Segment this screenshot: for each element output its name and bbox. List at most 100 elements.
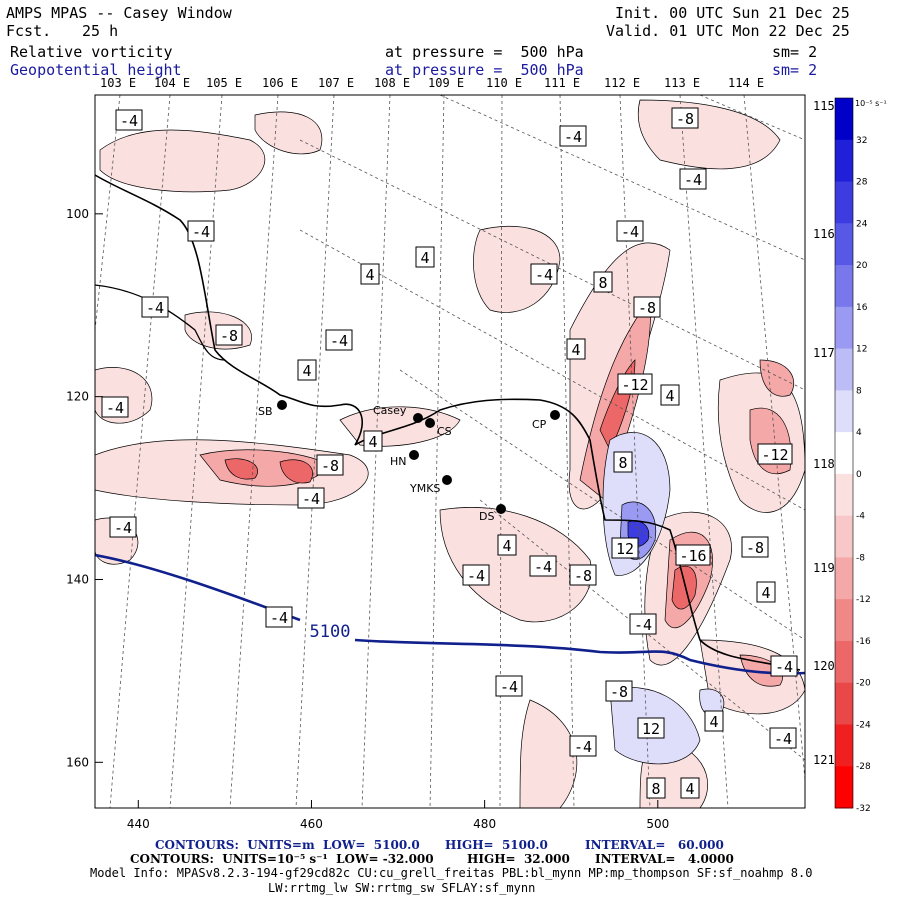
contour-label: -12	[617, 373, 653, 395]
svg-text:-4: -4	[120, 112, 138, 130]
colorbar-swatch	[835, 557, 853, 600]
colorbar-swatch	[835, 432, 853, 475]
colorbar-tick-label: 8	[856, 386, 862, 396]
svg-text:-8: -8	[676, 110, 694, 128]
meridian-line	[109, 95, 171, 808]
lon-label: 107 E	[318, 76, 355, 90]
meridian-line	[559, 95, 575, 808]
parallel-line	[699, 95, 805, 141]
field1-name: Relative vorticity	[10, 43, 173, 61]
svg-text:-4: -4	[270, 609, 288, 627]
svg-text:-8: -8	[638, 299, 656, 317]
contour-label: -4	[529, 555, 557, 577]
lon-label: 113 E	[664, 76, 701, 90]
colorbar-swatch	[835, 98, 853, 141]
colorbar-swatch	[835, 724, 853, 767]
svg-text:12: 12	[642, 720, 660, 738]
colorbar-tick-label: 16	[856, 303, 868, 313]
svg-text:-8: -8	[220, 327, 238, 345]
field2-smoothing: sm= 2	[772, 61, 818, 79]
contour-label: -4	[569, 735, 597, 757]
svg-text:-4: -4	[467, 567, 485, 585]
station-label: DS	[479, 510, 494, 523]
colorbar: 32 28 24 20 16 12 8 4 0 -4 -8 -12 -16 -20 -24 -28 -32	[834, 97, 871, 814]
colorbar-swatch	[835, 348, 853, 391]
x-tick-label: 500	[646, 817, 669, 831]
colorbar-tick-label: -16	[856, 637, 871, 647]
contour-label: -16	[675, 544, 711, 566]
colorbar-tick-label: 24	[856, 219, 868, 229]
contour-label: 8	[593, 271, 613, 293]
contour-label: 4	[497, 534, 517, 556]
svg-text:-4: -4	[106, 399, 124, 417]
svg-text:-8: -8	[610, 683, 628, 701]
lon-label: 106 E	[262, 76, 299, 90]
contour-label: 8	[646, 777, 666, 799]
svg-text:-4: -4	[621, 223, 639, 241]
svg-text:-12: -12	[761, 446, 788, 464]
x-axis: 440 460 480 500	[127, 800, 669, 831]
svg-text:4: 4	[665, 387, 674, 405]
svg-text:-4: -4	[534, 558, 552, 576]
vort-region	[759, 359, 795, 397]
station-marker	[496, 504, 506, 514]
vort-region	[99, 129, 266, 193]
svg-text:-4: -4	[302, 490, 320, 508]
vort-region	[439, 507, 592, 623]
svg-text:-4: -4	[774, 730, 792, 748]
lon-label: 109 E	[428, 76, 465, 90]
contour-label: -4	[325, 329, 353, 351]
contour-label: 4	[704, 710, 724, 732]
colorbar-swatch	[835, 139, 853, 183]
colorbar-tick-label: -20	[856, 679, 871, 689]
contour-label: -4	[629, 613, 657, 635]
parallel-line	[299, 139, 805, 391]
colorbar-tick-label: -32	[856, 804, 871, 814]
svg-text:-8: -8	[746, 539, 764, 557]
colorbar-swatch	[835, 640, 853, 684]
contour-label: -4	[616, 220, 644, 242]
plot-frame	[94, 94, 806, 809]
colorbar-tick-label: 28	[856, 178, 868, 188]
colorbar-tick-label: -8	[856, 553, 865, 563]
colorbar-tick-label: 32	[856, 136, 867, 146]
field2-name: Geopotential height	[10, 61, 182, 79]
svg-text:4: 4	[365, 266, 374, 284]
station-label: CS	[437, 425, 452, 438]
lon-label: 104 E	[154, 76, 191, 90]
vorticity-contour-high: HIGH= 32.000	[467, 852, 570, 866]
station-label: SB	[258, 405, 273, 418]
colorbar-swatch	[835, 599, 853, 642]
station-label: HN	[390, 455, 407, 468]
model-title: AMPS MPAS -- Casey Window	[6, 4, 232, 22]
contour-label: -4	[679, 168, 707, 190]
y-tick-label: 100	[66, 207, 89, 221]
svg-text:-12: -12	[621, 376, 648, 394]
contour-label: 4	[660, 384, 680, 406]
colorbar-tick-label: 12	[856, 345, 867, 355]
svg-text:-4: -4	[775, 658, 793, 676]
station-label: YMKS	[409, 482, 440, 495]
station-marker	[413, 413, 423, 423]
contour-label: 12	[611, 537, 639, 559]
contour-label: 12	[637, 717, 665, 739]
svg-text:-4: -4	[574, 738, 592, 756]
lon-label: 114 E	[728, 76, 765, 90]
contour-label: -4	[297, 487, 325, 509]
contour-label: -8	[569, 564, 597, 586]
parallel-line	[299, 229, 805, 511]
lon-label: 108 E	[374, 76, 411, 90]
colorbar-tick-label: -28	[856, 762, 871, 772]
contour-label: -4	[101, 396, 129, 418]
height-contour-label: 5100	[310, 622, 351, 642]
vorticity-contour-interval: INTERVAL= 4.0000	[595, 852, 734, 866]
height-contour-high: HIGH= 5100.0	[445, 838, 548, 852]
vort-region	[279, 459, 313, 484]
field1-level: at pressure = 500 hPa	[385, 43, 584, 61]
svg-text:4: 4	[571, 341, 580, 359]
x-tick-label: 440	[127, 817, 150, 831]
forecast-label: Fcst.	[6, 22, 52, 40]
colorbar-swatch	[835, 181, 853, 224]
station-marker	[425, 418, 435, 428]
